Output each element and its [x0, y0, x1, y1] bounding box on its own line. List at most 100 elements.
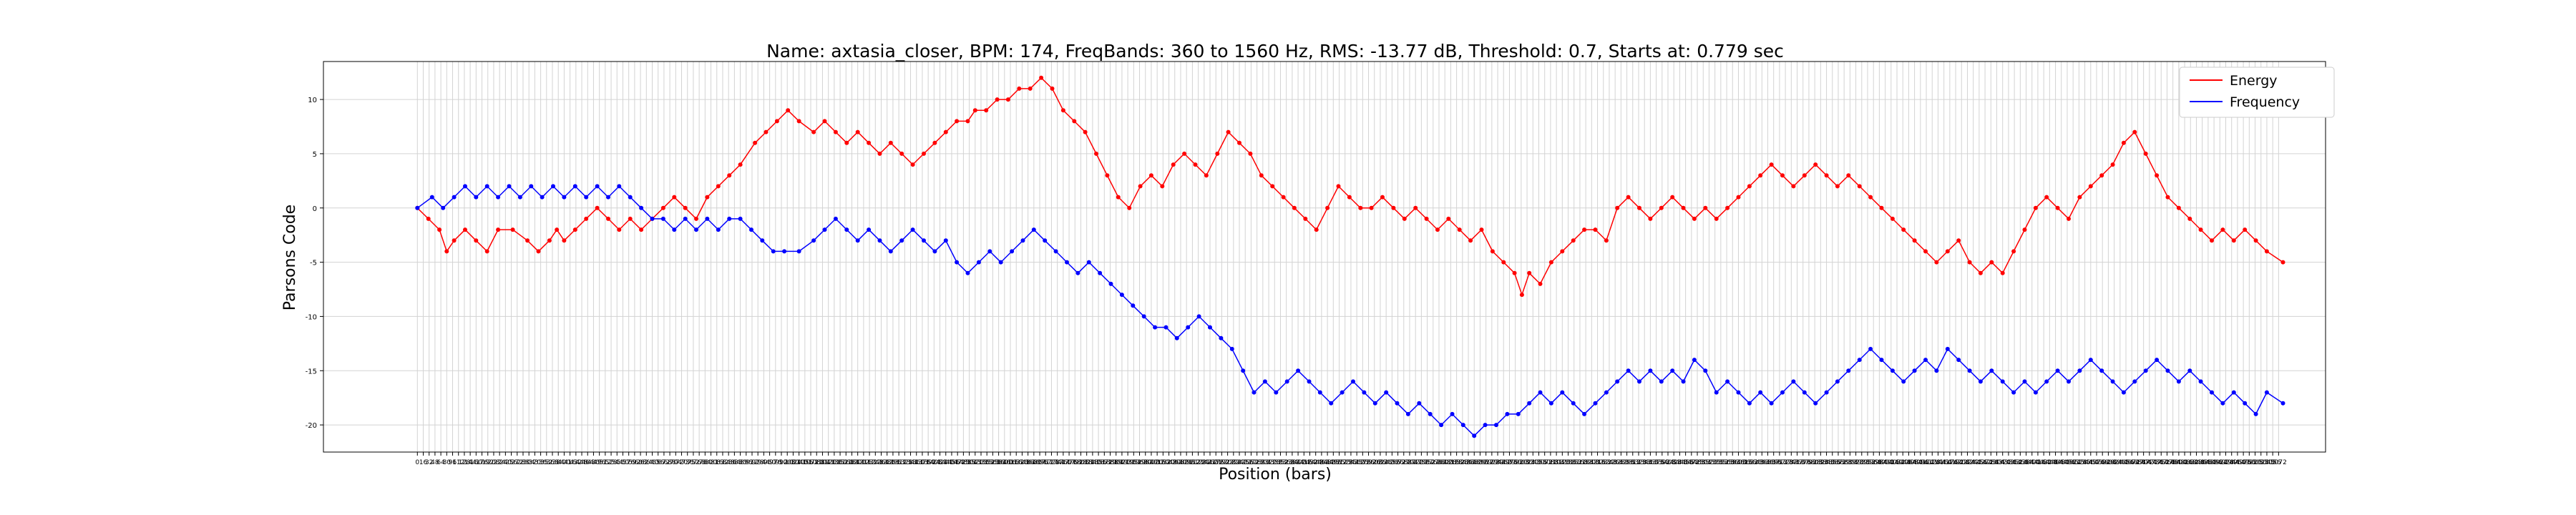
x-tick-label: 1136: [826, 459, 842, 466]
x-tick-label: 1184: [844, 459, 860, 466]
x-tick-label: 1408: [926, 459, 942, 466]
data-point-frequency: [1571, 401, 1576, 406]
x-tick-label: 3936: [1853, 459, 1870, 466]
x-tick-label: 3792: [1800, 459, 1817, 466]
x-tick-label: 1536: [973, 459, 990, 466]
data-point-energy: [2198, 227, 2203, 232]
data-point-energy: [943, 129, 948, 134]
x-tick-label: 5056: [2265, 459, 2281, 466]
x-tick-label: 4544: [2077, 459, 2093, 466]
x-tick-label: 1040: [791, 459, 807, 466]
x-tick-label: 3280: [1613, 459, 1629, 466]
data-point-energy: [683, 205, 688, 210]
x-tick-label: 4496: [2059, 459, 2076, 466]
x-tick-label: 688: [664, 459, 676, 466]
data-point-energy: [965, 119, 970, 124]
x-tick-label: 2816: [1443, 459, 1459, 466]
data-point-frequency: [1186, 325, 1191, 330]
data-point-frequency: [2243, 401, 2248, 406]
data-point-frequency: [1241, 368, 1246, 373]
data-point-energy: [2088, 184, 2093, 189]
data-point-energy: [738, 162, 743, 167]
data-point-energy: [672, 195, 677, 200]
data-point-frequency: [1670, 368, 1675, 373]
data-point-frequency: [749, 227, 753, 232]
data-point-energy: [1835, 184, 1840, 189]
x-tick-label: 768: [693, 459, 706, 466]
data-point-frequency: [1780, 390, 1785, 395]
data-point-frequency: [1736, 390, 1741, 395]
data-point-energy: [2155, 173, 2160, 178]
x-tick-label: 576: [623, 459, 635, 466]
x-tick-label: 4352: [2006, 459, 2023, 466]
data-point-frequency: [727, 216, 732, 221]
x-tick-label: 3344: [1636, 459, 1653, 466]
data-point-frequency: [1593, 401, 1598, 406]
data-point-energy: [1725, 205, 1730, 210]
x-tick-label: 272: [511, 459, 523, 466]
x-tick-label: 2208: [1219, 459, 1236, 466]
x-tick-label: 720: [675, 459, 688, 466]
y-tick-label: -5: [310, 260, 317, 268]
x-tick-label: 1360: [908, 459, 924, 466]
chart-title: Name: axtasia_closer, BPM: 174, FreqBand…: [766, 41, 1784, 62]
data-point-energy: [660, 205, 665, 210]
x-tick-label: 784: [699, 459, 711, 466]
data-point-frequency: [1681, 379, 1686, 384]
x-tick-label: 2400: [1290, 459, 1307, 466]
x-tick-label: 2592: [1360, 459, 1377, 466]
data-point-energy: [1160, 184, 1165, 189]
x-tick-label: 1712: [1038, 459, 1054, 466]
x-tick-label: 4928: [2218, 459, 2234, 466]
y-tick-label: 0: [313, 205, 317, 213]
data-point-energy: [2077, 195, 2082, 200]
data-point-frequency: [922, 238, 926, 243]
data-point-frequency: [1450, 411, 1455, 416]
x-tick-label: 2272: [1243, 459, 1259, 466]
x-tick-label: 3552: [1712, 459, 1729, 466]
x-tick-label: 2576: [1355, 459, 1371, 466]
data-point-energy: [1791, 184, 1796, 189]
data-point-frequency: [1340, 390, 1345, 395]
data-point-energy: [2243, 227, 2248, 232]
data-point-frequency: [1307, 379, 1312, 384]
x-tick-label: 896: [740, 459, 752, 466]
x-tick-label: 4960: [2229, 459, 2245, 466]
data-point-frequency: [2055, 368, 2060, 373]
plot-frame: [323, 61, 2326, 453]
x-tick-label: 752: [687, 459, 699, 466]
data-point-frequency: [1196, 314, 1201, 319]
data-point-frequency: [796, 249, 801, 254]
x-tick-label: 4208: [1953, 459, 1970, 466]
x-tick-label: 3664: [1754, 459, 1770, 466]
data-point-energy: [1193, 162, 1198, 167]
data-point-frequency: [2143, 368, 2148, 373]
data-point-energy: [2044, 195, 2049, 200]
x-tick-label: 1104: [814, 459, 831, 466]
x-tick-label: 4288: [1983, 459, 1999, 466]
data-point-energy: [1769, 162, 1774, 167]
x-tick-label: 2912: [1478, 459, 1494, 466]
data-point-frequency: [1934, 368, 1939, 373]
x-tick-label: 592: [628, 459, 640, 466]
y-tick-label: 5: [313, 151, 317, 159]
data-point-frequency: [1956, 358, 1961, 363]
data-point-energy: [833, 129, 838, 134]
data-point-frequency: [705, 216, 710, 221]
x-tick-label: 4320: [1994, 459, 2011, 466]
x-tick-label: 3312: [1624, 459, 1641, 466]
data-point-frequency: [1098, 270, 1103, 275]
x-tick-label: 3744: [1783, 459, 1800, 466]
data-point-frequency: [529, 184, 534, 189]
data-point-frequency: [1020, 238, 1025, 243]
x-tick-label: 2928: [1483, 459, 1500, 466]
x-tick-label: 4304: [1989, 459, 2005, 466]
x-tick-label: 3600: [1730, 459, 1747, 466]
x-tick-label: 1024: [785, 459, 801, 466]
data-point-energy: [1857, 184, 1862, 189]
data-point-frequency: [1296, 368, 1301, 373]
x-tick-label: 4144: [1930, 459, 1946, 466]
data-point-energy: [1325, 205, 1330, 210]
x-tick-label: 2352: [1272, 459, 1289, 466]
x-tick-label: 480: [587, 459, 600, 466]
